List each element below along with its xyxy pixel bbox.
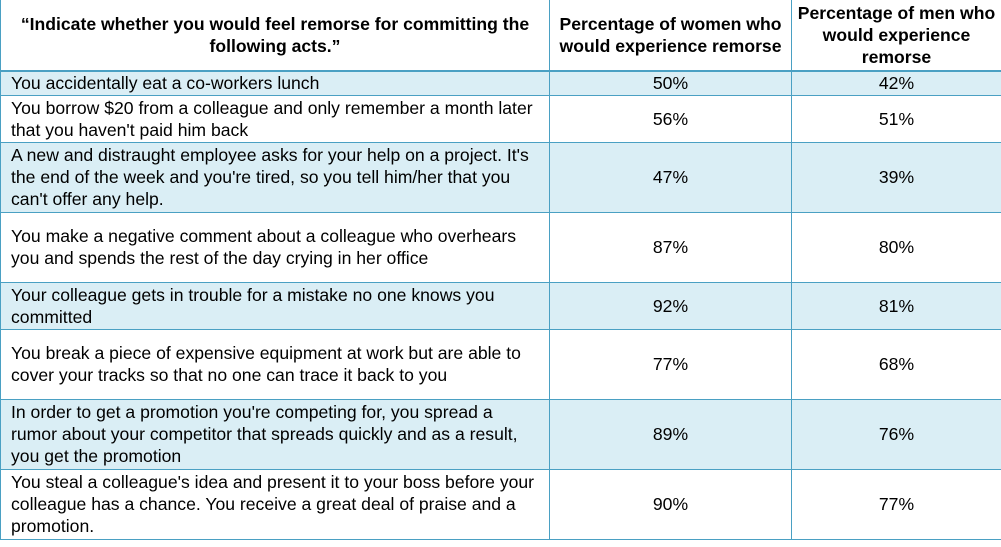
act-cell: You break a piece of expensive equipment… [0,329,550,399]
act-cell: A new and distraught employee asks for y… [0,142,550,212]
women-pct-cell: 89% [549,399,792,469]
act-cell: In order to get a promotion you're compe… [0,399,550,469]
women-pct-cell: 90% [549,469,792,539]
men-pct-cell: 80% [791,212,1001,282]
men-pct-cell: 39% [791,142,1001,212]
women-pct-cell: 87% [549,212,792,282]
act-cell: You borrow $20 from a colleague and only… [0,95,550,142]
act-cell: You accidentally eat a co-workers lunch [0,71,550,95]
men-pct-cell: 77% [791,469,1001,539]
table-row: A new and distraught employee asks for y… [0,142,1001,212]
men-pct-cell: 51% [791,95,1001,142]
women-pct-cell: 47% [549,142,792,212]
table-row: You make a negative comment about a coll… [0,212,1001,282]
men-pct-cell: 81% [791,282,1001,329]
women-pct-cell: 50% [549,71,792,95]
men-pct-cell: 76% [791,399,1001,469]
men-pct-cell: 42% [791,71,1001,95]
act-cell: You steal a colleague's idea and present… [0,469,550,539]
table-row: You break a piece of expensive equipment… [0,329,1001,399]
table-header-row: “Indicate whether you would feel remorse… [0,0,1001,72]
act-cell: Your colleague gets in trouble for a mis… [0,282,550,329]
act-cell: You make a negative comment about a coll… [0,212,550,282]
men-pct-cell: 68% [791,329,1001,399]
header-women: Percentage of women who would experience… [549,0,792,72]
table-row: You accidentally eat a co-workers lunch … [0,71,1001,95]
table-row: You steal a colleague's idea and present… [0,469,1001,539]
header-men: Percentage of men who would experience r… [791,0,1001,72]
table-row: Your colleague gets in trouble for a mis… [0,282,1001,329]
women-pct-cell: 56% [549,95,792,142]
table-row: You borrow $20 from a colleague and only… [0,95,1001,142]
women-pct-cell: 77% [549,329,792,399]
table-row: In order to get a promotion you're compe… [0,399,1001,469]
header-act: “Indicate whether you would feel remorse… [0,0,550,72]
women-pct-cell: 92% [549,282,792,329]
